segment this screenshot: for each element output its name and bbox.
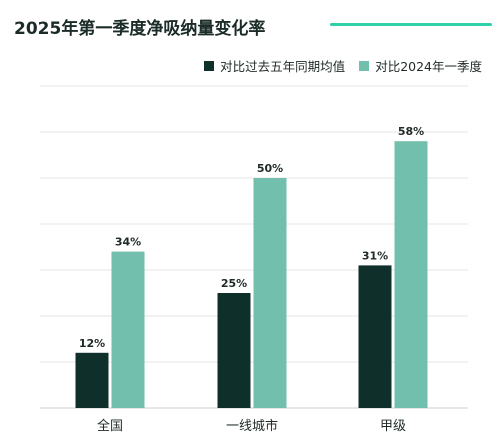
bar-value-label: 34%: [115, 236, 141, 249]
legend-label-series-2: 对比2024年一季度: [375, 59, 482, 74]
chart-title: 2025年第一季度净吸纳量变化率: [14, 19, 266, 39]
legend-swatch-series-2: [359, 60, 370, 71]
chart-legend: 对比过去五年同期均值 对比2024年一季度: [204, 56, 482, 75]
legend-item-series-2: 对比2024年一季度: [359, 56, 482, 75]
bar-q1-2024-2: [394, 141, 428, 408]
x-tick-label: 甲级: [380, 419, 406, 434]
bar-five-year-avg-1: [217, 293, 251, 408]
x-tick-label: 全国: [97, 418, 123, 434]
bar-five-year-avg-0: [75, 352, 109, 408]
bar-value-label: 31%: [362, 249, 388, 262]
bar-value-label: 25%: [221, 277, 247, 290]
bar-value-label: 50%: [257, 162, 283, 175]
bar-value-label: 12%: [79, 337, 105, 350]
legend-label-series-1: 对比过去五年同期均值: [220, 59, 346, 74]
legend-swatch-series-1: [204, 60, 215, 71]
bar-q1-2024-0: [111, 251, 145, 408]
bar-q1-2024-1: [253, 178, 287, 408]
legend-item-series-1: 对比过去五年同期均值: [204, 56, 345, 75]
x-tick-label: 一线城市: [226, 418, 278, 434]
bar-value-label: 58%: [398, 125, 424, 138]
bar-five-year-avg-2: [358, 265, 392, 408]
title-accent-line: [330, 23, 492, 26]
